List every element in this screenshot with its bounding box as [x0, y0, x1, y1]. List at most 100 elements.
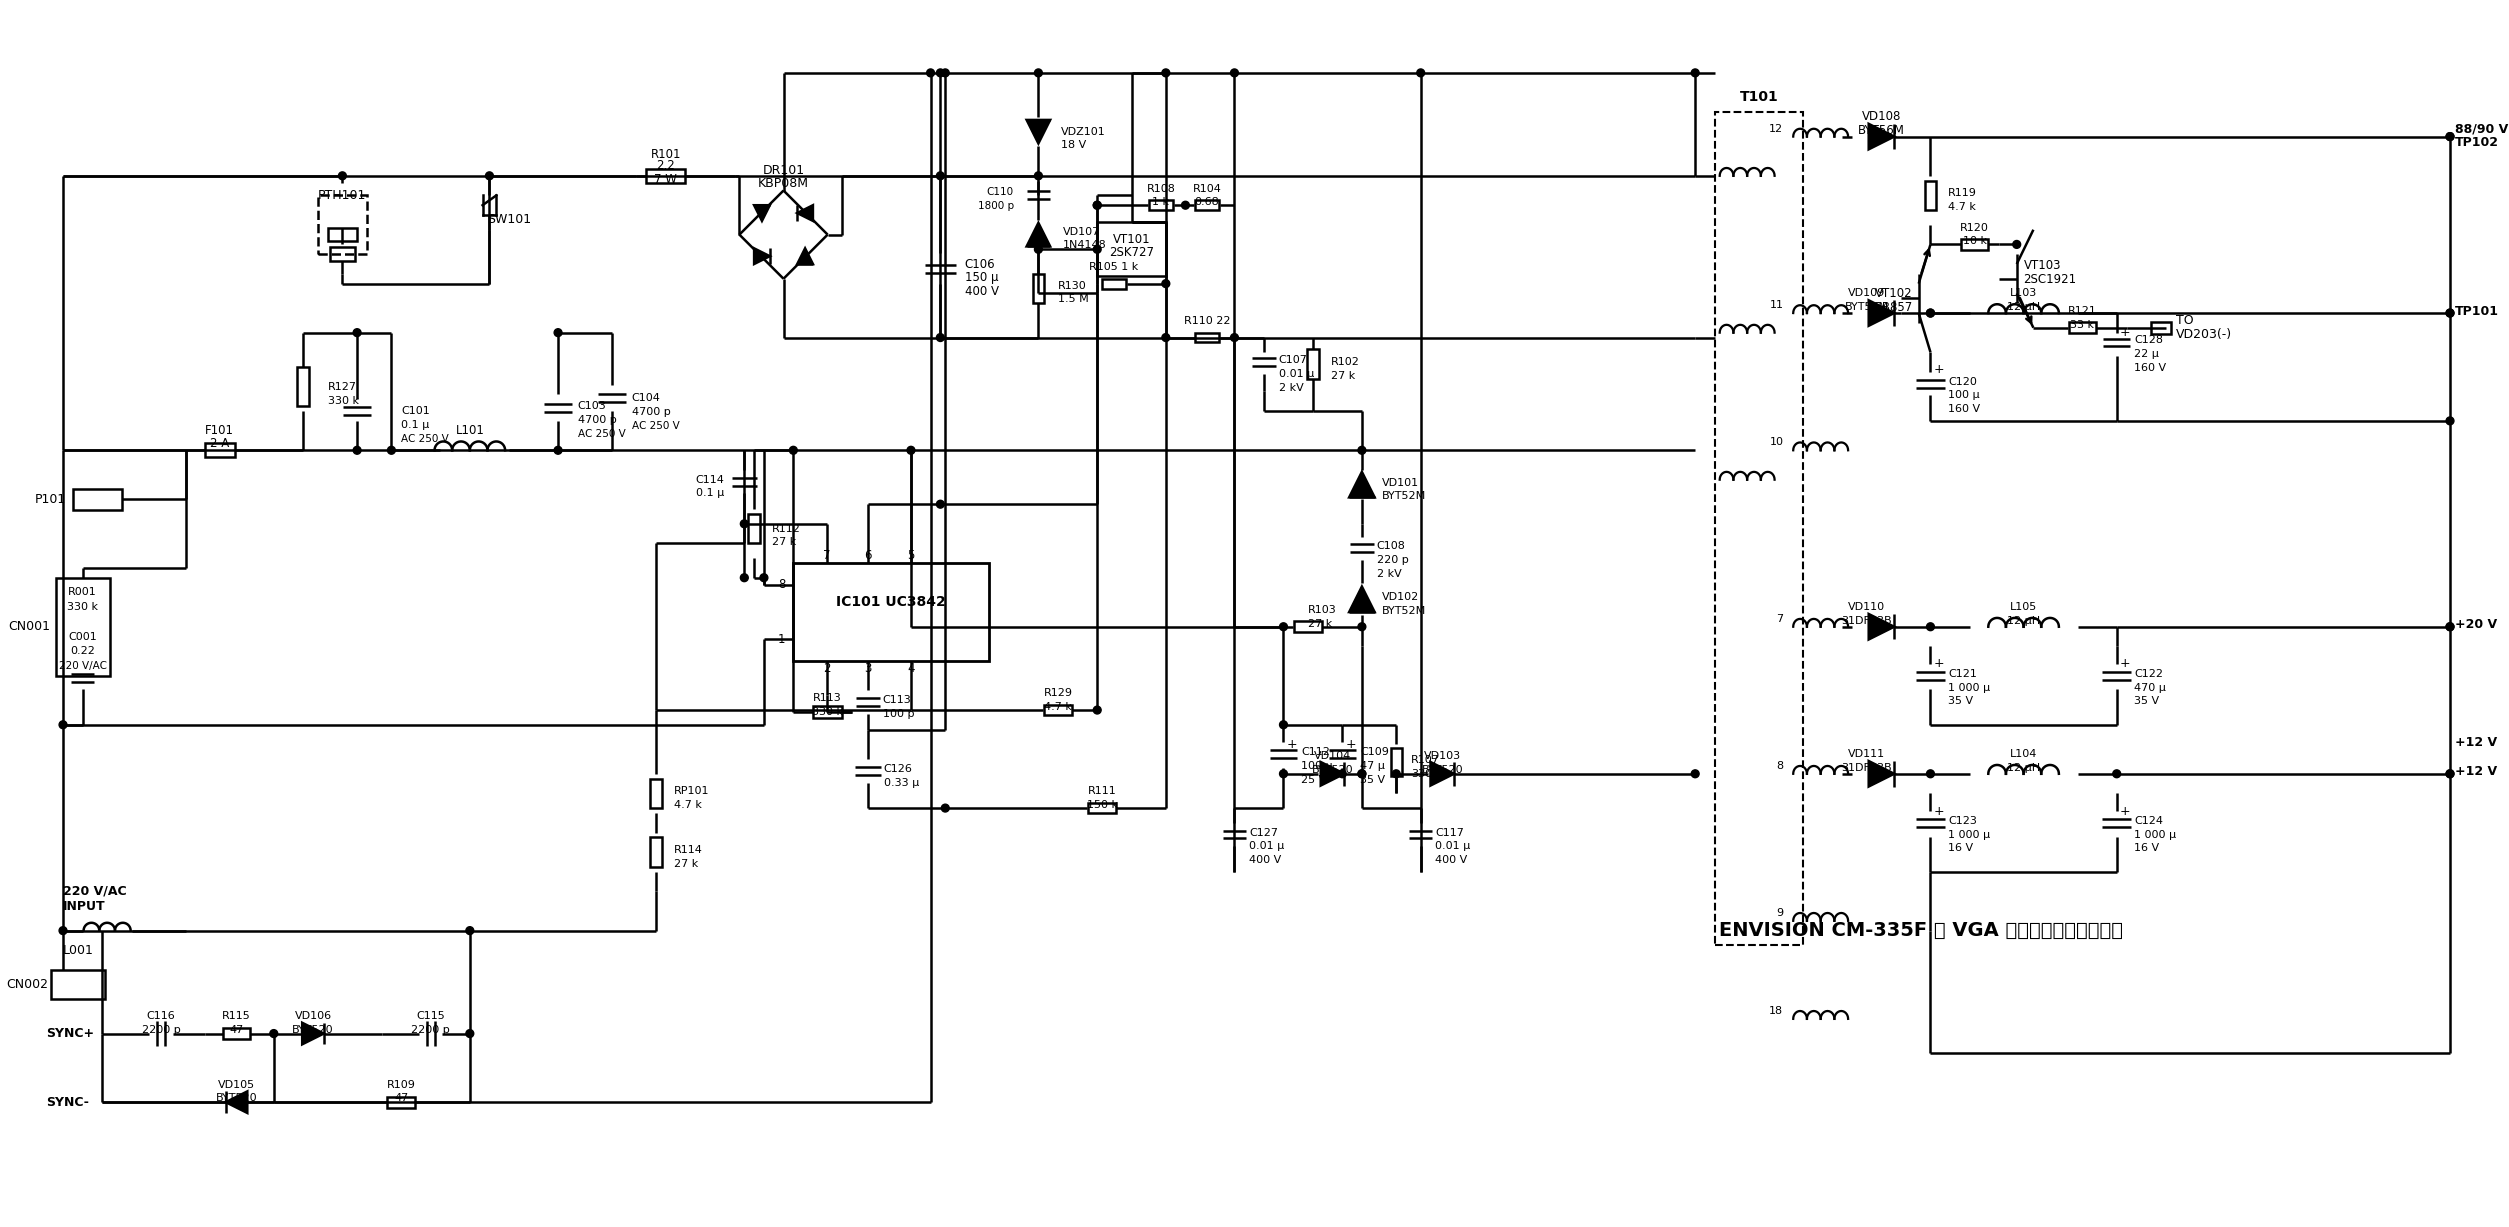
Text: 150 k: 150 k [1086, 800, 1117, 810]
Text: 12: 12 [1769, 124, 1784, 134]
Text: C124: C124 [2135, 816, 2163, 826]
Text: 47 μ: 47 μ [1360, 761, 1385, 771]
Text: +20 V: +20 V [2454, 618, 2496, 631]
Circle shape [354, 447, 361, 454]
Text: C116: C116 [146, 1011, 176, 1021]
Polygon shape [1350, 472, 1375, 497]
Text: 220 p: 220 p [1377, 555, 1408, 566]
Circle shape [740, 574, 748, 582]
Text: C103: C103 [577, 401, 607, 411]
Text: 35 V: 35 V [1947, 696, 1972, 707]
Polygon shape [1869, 124, 1894, 150]
Text: C112: C112 [1302, 747, 1330, 757]
Text: C123: C123 [1947, 816, 1977, 826]
Text: 1800 p: 1800 p [979, 201, 1014, 211]
Bar [2150, 321, 2170, 334]
Text: R129: R129 [1044, 688, 1071, 698]
Circle shape [1357, 769, 1365, 778]
Circle shape [1034, 172, 1041, 179]
Bar [386, 1097, 414, 1108]
Text: 220 V/AC: 220 V/AC [63, 885, 125, 898]
Text: R104: R104 [1192, 184, 1222, 194]
Text: C101: C101 [401, 406, 429, 416]
Text: 8: 8 [778, 578, 785, 591]
Text: 100 μ: 100 μ [1302, 761, 1332, 771]
Text: C106: C106 [966, 258, 996, 270]
Text: 400 V: 400 V [966, 285, 999, 298]
Text: 10 k: 10 k [1962, 237, 1987, 247]
Circle shape [1280, 623, 1287, 631]
Text: TP101: TP101 [2454, 304, 2499, 318]
Circle shape [60, 926, 68, 935]
Circle shape [1229, 334, 1239, 341]
Circle shape [2446, 417, 2454, 425]
Text: 2SB857: 2SB857 [1867, 301, 1912, 314]
Polygon shape [1869, 301, 1894, 326]
Text: 2SC1921: 2SC1921 [2025, 274, 2077, 286]
Text: 27 k: 27 k [1307, 618, 1332, 628]
Text: 35 V: 35 V [2135, 696, 2160, 707]
Text: 11: 11 [1769, 301, 1784, 310]
Bar [331, 248, 354, 261]
Text: 150 μ: 150 μ [966, 271, 999, 285]
Text: L001: L001 [63, 944, 93, 957]
Text: R102: R102 [1330, 357, 1360, 367]
Text: VD103: VD103 [1423, 751, 1460, 761]
Circle shape [339, 172, 346, 179]
Bar [1924, 180, 1937, 210]
Text: C128: C128 [2135, 335, 2163, 346]
Bar [296, 367, 309, 406]
Text: T101: T101 [1739, 91, 1779, 104]
Text: R101: R101 [650, 147, 680, 161]
Circle shape [1927, 769, 1934, 778]
Text: +: + [1934, 363, 1944, 377]
Text: SYNC+: SYNC+ [45, 1027, 95, 1040]
Bar [319, 195, 366, 254]
Text: BYT520: BYT520 [1312, 764, 1352, 775]
Circle shape [467, 926, 474, 935]
Text: +: + [1287, 737, 1297, 751]
Text: 0.33 μ: 0.33 μ [883, 778, 918, 788]
Circle shape [1691, 769, 1699, 778]
Bar [55, 578, 110, 676]
Text: 35 V: 35 V [1360, 774, 1385, 784]
Text: 0.01 μ: 0.01 μ [1280, 369, 1315, 379]
Circle shape [1418, 69, 1425, 77]
Text: 16 V: 16 V [2135, 843, 2160, 853]
Circle shape [1280, 720, 1287, 729]
Text: 22 μ: 22 μ [2135, 350, 2160, 360]
Text: 1 000 μ: 1 000 μ [1947, 829, 1990, 839]
Text: R121: R121 [2067, 306, 2098, 317]
Text: 470 μ: 470 μ [2135, 682, 2165, 692]
Circle shape [1182, 201, 1189, 209]
Circle shape [60, 720, 68, 729]
Text: C104: C104 [632, 394, 660, 404]
Circle shape [1094, 201, 1101, 209]
Text: BYT56M: BYT56M [1859, 124, 1904, 137]
Bar [793, 563, 989, 661]
Text: L103: L103 [2010, 288, 2037, 298]
Polygon shape [226, 1091, 248, 1113]
Bar [206, 443, 233, 458]
Text: BYT56M: BYT56M [1844, 302, 1889, 312]
Text: IC101 UC3842: IC101 UC3842 [835, 595, 946, 610]
Circle shape [740, 520, 748, 528]
Bar [1034, 274, 1044, 303]
Text: 0.1 μ: 0.1 μ [401, 420, 429, 429]
Text: 0.01 μ: 0.01 μ [1435, 842, 1470, 852]
Circle shape [487, 172, 494, 179]
Circle shape [1162, 69, 1169, 77]
Polygon shape [798, 205, 813, 221]
Bar [50, 969, 105, 999]
Text: +12 V: +12 V [2454, 736, 2496, 748]
Text: 88/90 V: 88/90 V [2454, 123, 2509, 135]
Text: 2200 p: 2200 p [411, 1025, 449, 1034]
Circle shape [2446, 133, 2454, 141]
Text: 7: 7 [1776, 614, 1784, 623]
Text: BYT520: BYT520 [216, 1093, 258, 1103]
Text: 2 A: 2 A [211, 437, 228, 450]
Circle shape [941, 804, 948, 812]
Text: DR101: DR101 [763, 164, 805, 178]
Text: VD101: VD101 [1382, 477, 1418, 487]
Text: TP102: TP102 [2454, 136, 2499, 148]
